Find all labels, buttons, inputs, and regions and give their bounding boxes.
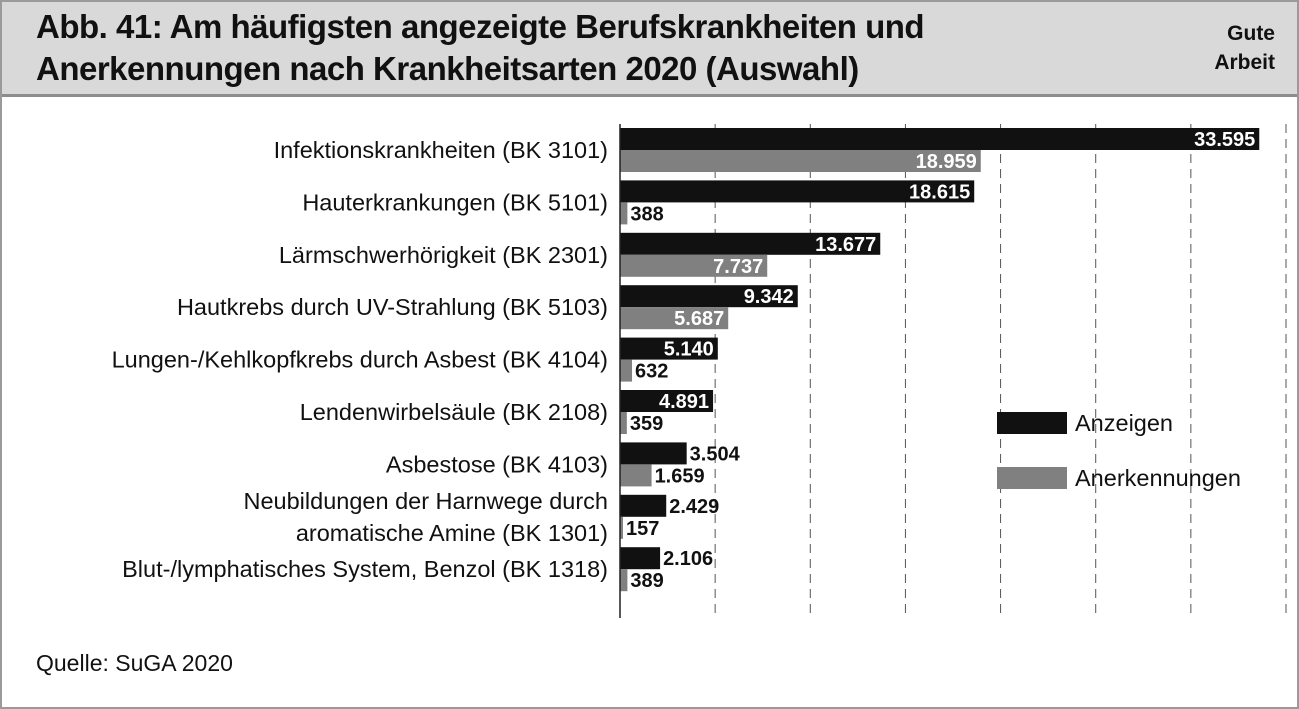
category-label: aromatische Amine (BK 1301) — [296, 520, 608, 546]
value-label-anzeigen: 13.677 — [815, 234, 876, 256]
bar-anerkennungen — [620, 307, 729, 330]
value-label-anerkennungen: 7.737 — [713, 256, 763, 278]
bar-anerkennungen — [620, 412, 627, 434]
figure-header: Abb. 41: Am häufigsten angezeigte Berufs… — [2, 2, 1297, 97]
bar-anzeigen — [620, 442, 687, 465]
category-label: Lungen-/Kehlkopfkrebs durch Asbest (BK 4… — [112, 347, 608, 373]
bar-anzeigen — [620, 390, 714, 412]
value-label-anerkennungen: 389 — [630, 570, 663, 592]
value-label-anerkennungen: 1.659 — [655, 465, 705, 487]
figure-title-line-2: Anerkennungen nach Krankheitsarten 2020 … — [36, 50, 859, 87]
value-label-anerkennungen: 18.959 — [916, 151, 977, 173]
bar-anerkennungen — [620, 359, 633, 382]
value-label-anzeigen: 5.140 — [664, 339, 714, 361]
figure-title-line-1: Abb. 41: Am häufigsten angezeigte Berufs… — [36, 8, 925, 45]
bar-anerkennungen — [620, 516, 623, 539]
bar-anerkennungen — [620, 569, 628, 592]
bar-anerkennungen — [620, 202, 628, 225]
bar-anzeigen — [620, 128, 1260, 150]
category-label: Hautkrebs durch UV-Strahlung (BK 5103) — [177, 294, 608, 320]
category-label: Infektionskrankheiten (BK 3101) — [274, 137, 608, 163]
value-label-anzeigen: 3.504 — [690, 443, 741, 465]
category-label: Lendenwirbelsäule (BK 2108) — [300, 399, 608, 425]
value-label-anzeigen: 2.429 — [669, 496, 719, 518]
bar-anerkennungen — [620, 254, 768, 277]
brand-label-line-1: Gute — [1227, 22, 1275, 45]
value-label-anzeigen: 18.615 — [909, 181, 970, 203]
bar-anerkennungen — [620, 464, 652, 487]
legend-anerkennungen-swatch — [997, 467, 1067, 489]
category-label: Asbestose (BK 4103) — [386, 451, 608, 477]
bar-anzeigen — [620, 180, 975, 203]
bar-anzeigen — [620, 337, 718, 360]
value-label-anerkennungen: 359 — [630, 413, 663, 435]
value-label-anzeigen: 2.106 — [663, 548, 713, 570]
category-label: Neubildungen der Harnwege durch — [244, 488, 609, 514]
value-label-anzeigen: 33.595 — [1194, 129, 1255, 151]
value-label-anerkennungen: 632 — [635, 361, 668, 383]
category-label: Lärmschwerhörigkeit (BK 2301) — [279, 242, 608, 268]
value-label-anerkennungen: 5.687 — [674, 308, 724, 330]
figure-title: Abb. 41: Am häufigsten angezeigte Berufs… — [36, 6, 1156, 90]
bar-anzeigen — [620, 547, 661, 570]
legend-anzeigen-swatch — [997, 412, 1067, 434]
bar-anzeigen — [620, 285, 798, 308]
bar-anzeigen — [620, 494, 667, 517]
brand-label-line-2: Arbeit — [1214, 51, 1275, 74]
legend-anerkennungen-label: Anerkennungen — [1075, 465, 1241, 491]
category-label: Hauterkrankungen (BK 5101) — [302, 189, 608, 215]
value-label-anzeigen: 4.891 — [659, 391, 709, 413]
bar-anzeigen — [620, 232, 881, 255]
value-label-anerkennungen: 157 — [626, 518, 659, 540]
source-note: Quelle: SuGA 2020 — [36, 650, 233, 676]
category-label: Blut-/lymphatisches System, Benzol (BK 1… — [122, 556, 608, 582]
value-label-anzeigen: 9.342 — [744, 286, 794, 308]
brand-label: Gute Arbeit — [1214, 19, 1275, 77]
legend-anzeigen-label: Anzeigen — [1075, 410, 1173, 436]
value-label-anerkennungen: 388 — [630, 203, 663, 225]
bar-anerkennungen — [620, 150, 981, 172]
